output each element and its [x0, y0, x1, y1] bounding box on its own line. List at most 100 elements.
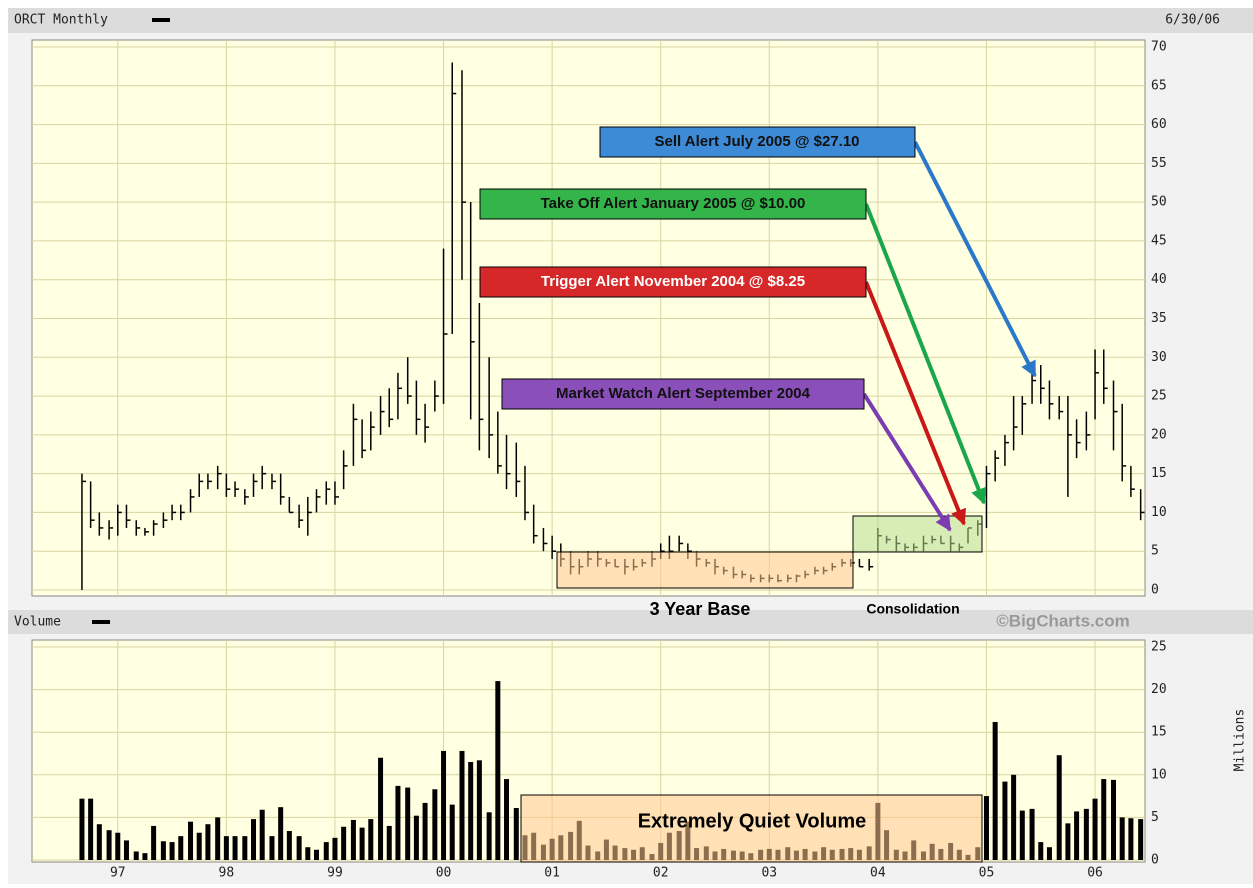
volume-bar [468, 762, 474, 860]
y-tick-label: 20 [1151, 427, 1167, 442]
volume-bar [486, 812, 492, 860]
y-tick-label: 30 [1151, 350, 1167, 365]
volume-bar [133, 851, 139, 860]
volume-bar [269, 836, 275, 860]
y-tick-label: 15 [1151, 466, 1167, 481]
volume-bar [96, 824, 102, 860]
volume-bar [160, 841, 166, 860]
legend-swatch [152, 18, 170, 22]
x-tick-label: 06 [1087, 866, 1103, 881]
y-tick-label: 10 [1151, 767, 1167, 782]
volume-bar [1046, 847, 1052, 860]
volume-bar [188, 821, 194, 860]
y-tick-label: 50 [1151, 195, 1167, 210]
base-box [556, 551, 854, 589]
volume-bar [1128, 818, 1134, 860]
y-tick-label: 25 [1151, 389, 1167, 404]
volume-bar [359, 827, 365, 860]
volume-bar [1056, 755, 1062, 860]
volume-bar [422, 802, 428, 860]
volume-bar [395, 785, 401, 860]
volume-bar [1083, 808, 1089, 860]
y-tick-label: 5 [1151, 544, 1159, 559]
y-tick-label: 40 [1151, 272, 1167, 287]
annotation: 3 Year Base [650, 599, 751, 619]
arrow [913, 141, 1037, 378]
chart-date: 6/30/06 [1165, 13, 1220, 28]
y-tick-label: 0 [1151, 853, 1159, 868]
y-tick-label: 15 [1151, 725, 1167, 740]
arrow [862, 392, 952, 532]
volume-bar [305, 847, 311, 860]
volume-bar [459, 750, 465, 860]
volume-bar [313, 849, 319, 860]
volume-bar [278, 807, 284, 860]
x-tick-label: 04 [870, 866, 886, 881]
watermark: ©BigCharts.com [996, 611, 1129, 630]
volume-bar [286, 831, 292, 860]
y-axis-label: Millions [1233, 709, 1248, 772]
volume-bar [1065, 823, 1071, 860]
y-tick-label: 35 [1151, 311, 1167, 326]
volume-bar [441, 750, 447, 860]
arrow [864, 203, 987, 505]
watch-box [501, 378, 865, 410]
x-tick-label: 01 [544, 866, 560, 881]
volume-bar [205, 824, 211, 860]
volume-bar [504, 779, 510, 860]
annotation: Market Watch Alert September 2004 [556, 385, 811, 402]
y-tick-label: 25 [1151, 640, 1167, 655]
volume-bar [386, 825, 392, 860]
y-tick-label: 0 [1151, 583, 1159, 598]
volume-bar [413, 815, 419, 860]
grid: 0510152025303540455055606570051015202597… [32, 40, 1167, 881]
annotation: Consolidation [866, 601, 959, 617]
annotation: Extremely Quiet Volume [638, 810, 867, 832]
volume-bar [495, 681, 501, 860]
volume-bar [1074, 811, 1080, 860]
volume-bar [142, 853, 148, 860]
x-tick-label: 02 [653, 866, 669, 881]
volume-bar [232, 836, 238, 860]
header-bar [8, 8, 1253, 33]
volume-bar [405, 787, 411, 860]
volume-bar [223, 836, 229, 860]
x-tick-label: 97 [110, 866, 126, 881]
volume-bar [1101, 779, 1107, 860]
volume-bar [1038, 842, 1044, 860]
trigger-box [479, 266, 867, 298]
volume-bar [242, 836, 248, 860]
volume-bar [178, 836, 184, 860]
chart-title: ORCT Monthly [14, 13, 108, 28]
y-tick-label: 45 [1151, 233, 1167, 248]
volume-bar [123, 840, 129, 860]
annotation: Sell Alert July 2005 @ $27.10 [654, 133, 859, 150]
volume-bar [1138, 819, 1144, 860]
volume-bar [115, 832, 121, 860]
volume-bar [169, 842, 175, 860]
y-tick-label: 65 [1151, 78, 1167, 93]
volume-bar [341, 826, 347, 860]
volume-bar [215, 817, 221, 860]
y-tick-label: 5 [1151, 810, 1159, 825]
y-tick-label: 55 [1151, 156, 1167, 171]
volume-bar [1019, 810, 1025, 860]
volume-bar [513, 808, 519, 860]
volume-bar [350, 819, 356, 860]
volume-bar [983, 796, 989, 860]
volume-bar [251, 819, 257, 860]
volume-bar [1029, 808, 1035, 860]
volume-bar [323, 842, 329, 860]
annotation: Trigger Alert November 2004 @ $8.25 [541, 273, 805, 290]
legend-swatch [92, 620, 110, 624]
volume-bar [106, 830, 112, 860]
quiet-volume-box [520, 794, 983, 863]
annotation: Take Off Alert January 2005 @ $10.00 [541, 195, 806, 212]
y-tick-label: 70 [1151, 40, 1167, 55]
volume-bar [378, 757, 384, 860]
x-tick-label: 05 [979, 866, 995, 881]
x-tick-label: 03 [761, 866, 777, 881]
y-tick-label: 20 [1151, 682, 1167, 697]
